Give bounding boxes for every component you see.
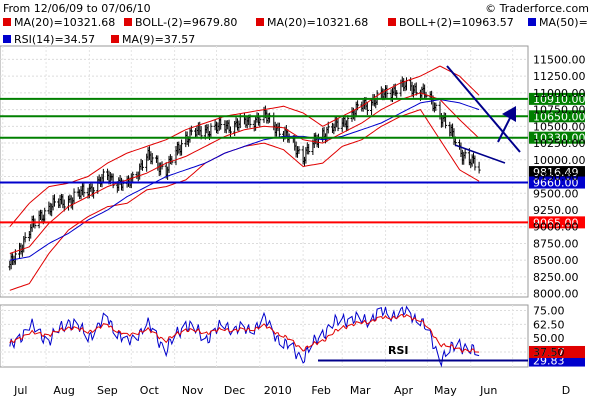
level-label: 10910.00 xyxy=(533,93,586,106)
x-tick-label: Mar xyxy=(350,384,371,397)
x-tick-label: Oct xyxy=(140,384,160,397)
level-label: 10650.00 xyxy=(533,110,586,123)
legend-swatch xyxy=(111,35,119,43)
level-tag xyxy=(529,216,585,229)
support-trendline xyxy=(454,144,506,164)
price-tick-label: 9000.00 xyxy=(533,221,579,234)
level-label: 9065.00 xyxy=(533,216,579,229)
legend: MA(20)=10321.68 BOLL-(2)=9679.80 MA(20)=… xyxy=(3,16,588,46)
downtrend-line xyxy=(446,65,521,153)
price-tick-label: 11250.00 xyxy=(533,70,586,83)
x-tick-label: Jul xyxy=(13,384,27,397)
price-tick-label: 11000.00 xyxy=(533,87,586,100)
rsi-panel-frame xyxy=(0,304,529,368)
price-tick-label: 9750.00 xyxy=(533,171,579,184)
price-tick-label: 11500.00 xyxy=(533,53,586,66)
price-tick-label: 10500.00 xyxy=(533,120,586,133)
legend-item: BOLL-(2)=9679.80 xyxy=(135,16,237,29)
price-tick-label: 10250.00 xyxy=(533,137,586,150)
price-tick-label: 10750.00 xyxy=(533,104,586,117)
price-tick-label: 8500.00 xyxy=(533,254,579,267)
rsi-tick-label: 37.50 xyxy=(533,346,565,359)
price-tick-label: 9500.00 xyxy=(533,187,579,200)
x-tick-label: Nov xyxy=(182,384,204,397)
trend-annotations xyxy=(446,65,521,164)
copyright-label: © Traderforce.com xyxy=(485,2,589,15)
rsi-tick-label: 50.00 xyxy=(533,332,565,345)
level-tag xyxy=(529,92,585,105)
series-line-boll-2- xyxy=(9,65,480,228)
legend-swatch xyxy=(256,18,264,26)
legend-swatch xyxy=(528,18,536,26)
x-tick-label: Sep xyxy=(97,384,118,397)
legend-swatch xyxy=(388,18,396,26)
legend-item: MA(50)= xyxy=(539,16,588,29)
level-tag xyxy=(529,166,585,179)
legend-swatch xyxy=(3,18,11,26)
price-tick-label: 10000.00 xyxy=(533,154,586,167)
level-label: 9816.49 xyxy=(533,166,579,179)
price-panel-frame xyxy=(0,45,529,298)
level-tag xyxy=(529,131,585,144)
level-tag xyxy=(529,110,585,123)
legend-swatch xyxy=(3,35,11,43)
rsi-last-label: 37.57 xyxy=(533,346,565,359)
legend-item: RSI(14)=34.57 xyxy=(14,33,95,46)
x-tick-label: 2010 xyxy=(264,384,292,397)
date-range-label: From 12/06/09 to 07/06/10 xyxy=(3,2,151,15)
x-tick-label: Dec xyxy=(224,384,245,397)
x-tick-label: Aug xyxy=(53,384,74,397)
legend-item: MA(9)=37.57 xyxy=(122,33,195,46)
projection-arrow-head xyxy=(502,106,516,122)
rsi-tick-label: 62.50 xyxy=(533,318,565,331)
rsi-annotation: RSI xyxy=(388,344,409,357)
rsi-last-tag xyxy=(529,345,585,358)
legend-item: MA(20)=10321.68 xyxy=(14,16,115,29)
level-tag xyxy=(529,176,585,189)
projection-arrow-shaft xyxy=(497,113,513,143)
price-tick-label: 8750.00 xyxy=(533,237,579,250)
price-tick-label: 8250.00 xyxy=(533,271,579,284)
x-tick-label: Apr xyxy=(394,384,414,397)
legend-swatch xyxy=(124,18,132,26)
axis-labels: 11500.00 11250.00 11000.00 10750.00 10500.00… xyxy=(13,53,585,397)
x-tick-label: May xyxy=(434,384,457,397)
legend-item: MA(20)=10321.68 xyxy=(267,16,368,29)
series-line-ma-50- xyxy=(9,98,480,261)
level-label: 10330.00 xyxy=(533,132,586,145)
level-label: 9660.00 xyxy=(533,177,579,190)
rsi-tick-label: 75.00 xyxy=(533,305,565,318)
x-tick-label: Feb xyxy=(311,384,330,397)
rsi-series-ma-9- xyxy=(9,313,480,354)
legend-item: BOLL+(2)=10963.57 xyxy=(399,16,514,29)
x-tick-label: D xyxy=(562,384,570,397)
x-tick-label: Jun xyxy=(479,384,497,397)
price-tick-label: 9250.00 xyxy=(533,204,579,217)
rsi-series-rsi-14- xyxy=(9,305,480,368)
price-tick-label: 8000.00 xyxy=(533,288,579,301)
